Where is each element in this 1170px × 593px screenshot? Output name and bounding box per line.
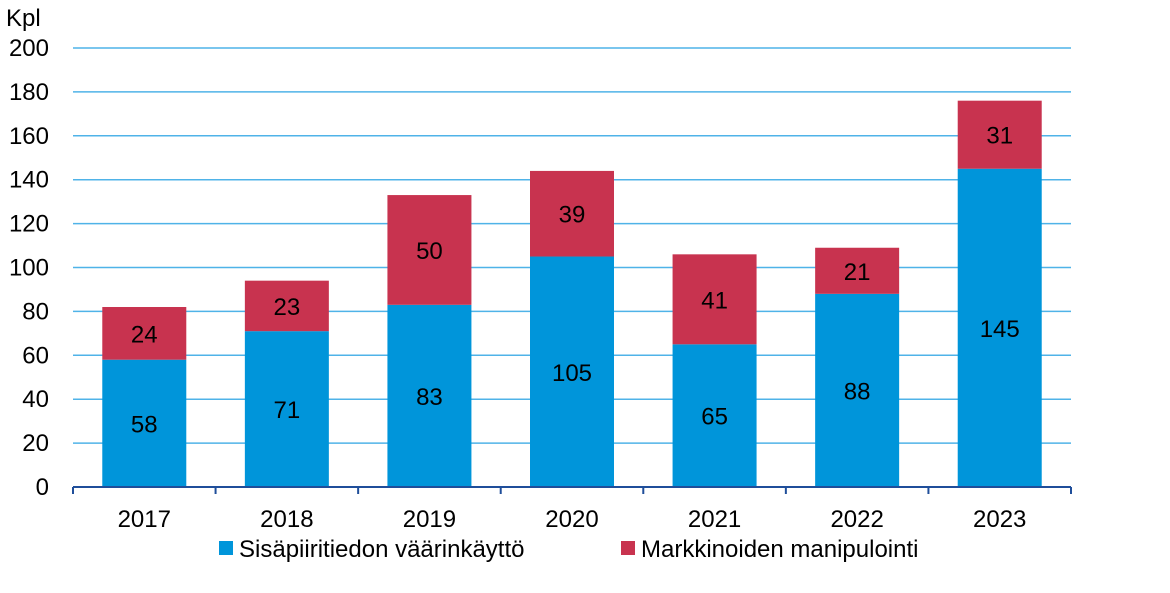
bar-insider-2021 — [672, 344, 757, 487]
data-label: 23 — [274, 294, 301, 321]
x-tick-label: 2018 — [260, 506, 313, 533]
data-label: 31 — [986, 123, 1013, 150]
bar-manipulation-2018 — [244, 280, 329, 332]
y-tick-label: 100 — [9, 255, 49, 282]
y-tick-label: 180 — [9, 79, 49, 106]
data-label: 24 — [131, 321, 158, 348]
bar-manipulation-2022 — [815, 247, 900, 294]
x-tick-label: 2019 — [403, 506, 456, 533]
data-label: 21 — [844, 259, 871, 286]
y-axis-label: Kpl — [6, 5, 41, 32]
legend-label: Sisäpiiritiedon väärinkäyttö — [239, 536, 524, 563]
legend-swatch — [219, 541, 233, 555]
data-label: 50 — [416, 238, 443, 265]
bar-manipulation-2023 — [957, 100, 1042, 169]
x-tick-label: 2021 — [688, 506, 741, 533]
y-tick-label: 80 — [22, 298, 49, 325]
bar-insider-2019 — [387, 304, 472, 487]
bar-insider-2020 — [530, 256, 614, 487]
y-tick-label: 200 — [9, 35, 49, 62]
data-label: 58 — [131, 411, 158, 438]
x-tick-label: 2022 — [830, 506, 883, 533]
x-tick-label: 2017 — [118, 506, 171, 533]
data-label: 105 — [552, 360, 592, 387]
y-tick-label: 20 — [22, 430, 49, 457]
y-tick-label: 160 — [9, 123, 49, 150]
data-label: 83 — [416, 384, 443, 411]
bar-insider-2018 — [244, 331, 329, 487]
bar-manipulation-2017 — [102, 307, 187, 360]
y-tick-label: 60 — [22, 342, 49, 369]
bar-manipulation-2019 — [387, 195, 472, 305]
data-label: 65 — [701, 404, 728, 431]
bar-insider-2017 — [102, 359, 187, 487]
y-tick-label: 0 — [36, 474, 49, 501]
bar-insider-2022 — [815, 293, 900, 487]
y-tick-label: 140 — [9, 167, 49, 194]
legend-label: Markkinoiden manipulointi — [641, 536, 918, 563]
y-tick-label: 40 — [22, 386, 49, 413]
y-tick-label: 120 — [9, 211, 49, 238]
x-tick-label: 2023 — [973, 506, 1026, 533]
bar-insider-2023 — [957, 168, 1042, 487]
data-label: 88 — [844, 378, 871, 405]
data-label: 71 — [274, 397, 301, 424]
data-label: 39 — [559, 202, 586, 229]
x-tick-label: 2020 — [545, 506, 598, 533]
data-label: 145 — [980, 316, 1020, 343]
data-label: 41 — [701, 287, 728, 314]
bar-manipulation-2020 — [530, 170, 614, 257]
bar-manipulation-2021 — [672, 254, 757, 345]
legend-swatch — [621, 541, 635, 555]
